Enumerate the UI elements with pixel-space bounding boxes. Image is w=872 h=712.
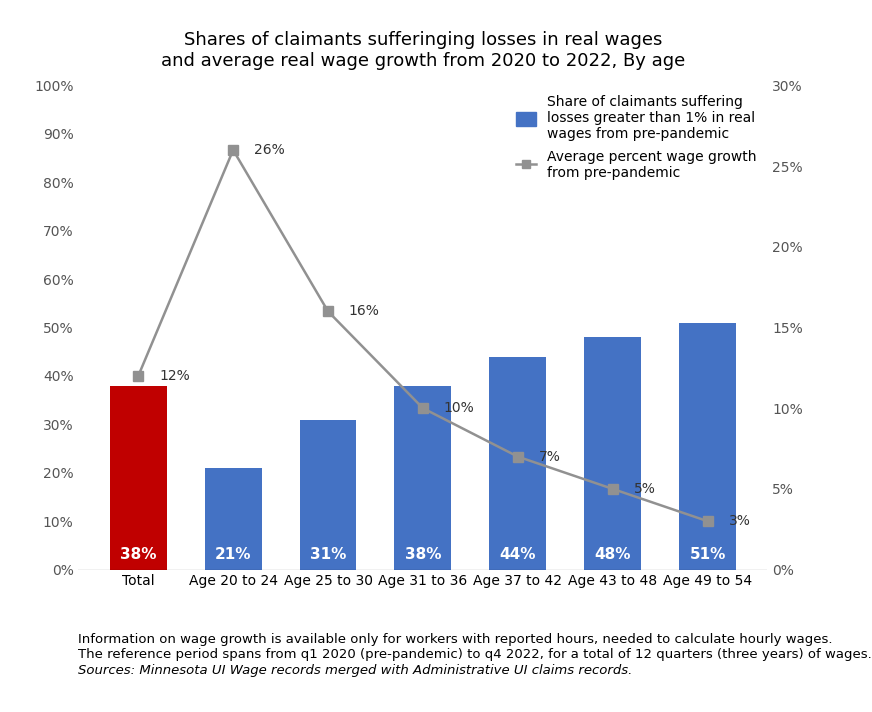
Text: 21%: 21% (215, 548, 251, 562)
Text: 16%: 16% (349, 305, 380, 318)
Bar (679, 323, 736, 570)
Legend: Share of claimants suffering
losses greater than 1% in real
wages from pre-pande: Share of claimants suffering losses grea… (515, 95, 757, 179)
Text: 26%: 26% (254, 143, 285, 157)
Bar (110, 386, 167, 570)
Bar (205, 468, 262, 570)
Bar (489, 357, 546, 570)
Text: 38%: 38% (405, 548, 441, 562)
Text: 10%: 10% (444, 402, 474, 415)
Text: 5%: 5% (634, 482, 656, 496)
Text: 31%: 31% (310, 548, 346, 562)
Text: Sources: Minnesota UI Wage records merged with Administrative UI claims records.: Sources: Minnesota UI Wage records merge… (78, 664, 633, 677)
Text: 7%: 7% (539, 450, 561, 464)
Bar (300, 419, 357, 570)
Bar (584, 337, 641, 570)
Text: 38%: 38% (120, 548, 156, 562)
Bar (394, 386, 452, 570)
Title: Shares of claimants sufferinging losses in real wages
and average real wage grow: Shares of claimants sufferinging losses … (160, 31, 685, 70)
Text: 48%: 48% (595, 548, 631, 562)
Text: 12%: 12% (159, 369, 190, 383)
Text: 44%: 44% (500, 548, 536, 562)
Text: 51%: 51% (690, 548, 726, 562)
Text: Information on wage growth is available only for workers with reported hours, ne: Information on wage growth is available … (78, 632, 872, 661)
Text: 3%: 3% (728, 514, 750, 528)
